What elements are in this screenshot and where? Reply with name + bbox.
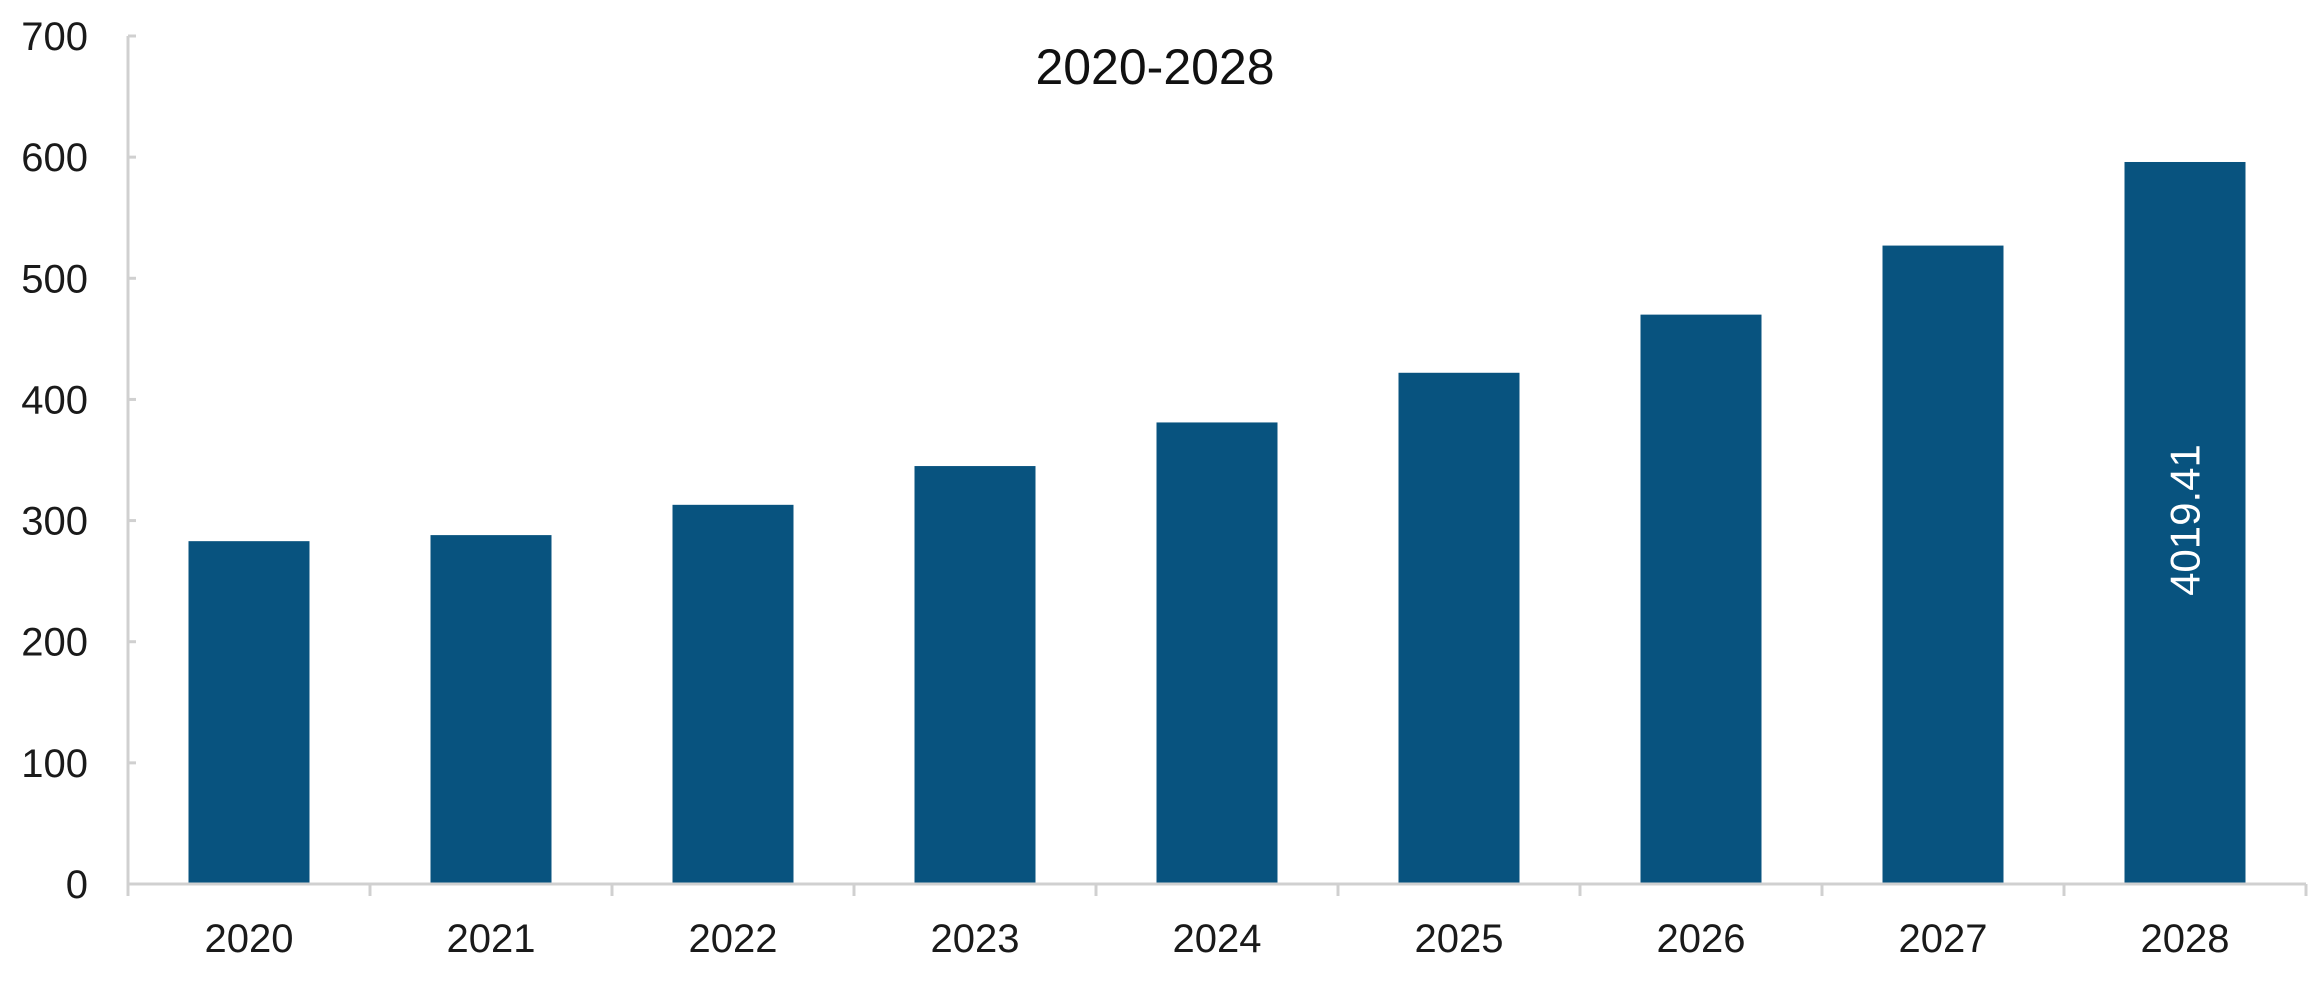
data-labels-layer: 4019.41 xyxy=(2162,444,2209,596)
y-tick-label: 300 xyxy=(21,500,88,544)
y-tick-label: 200 xyxy=(21,621,88,665)
chart-title: 2020-2028 xyxy=(1035,39,1274,95)
bar-2024 xyxy=(1156,422,1278,884)
bar-2027 xyxy=(1882,245,2004,884)
y-axis: 0 100 200 300 400 500 600 700 xyxy=(21,15,136,907)
bar-2026 xyxy=(1640,314,1762,885)
x-tick-label: 2022 xyxy=(689,917,778,961)
bar-2021 xyxy=(430,535,552,884)
y-tick-label: 0 xyxy=(66,863,88,907)
y-tick-label: 400 xyxy=(21,378,88,422)
x-axis: 2020 2021 2022 2023 2024 2025 2026 2027 2028 xyxy=(126,884,2308,961)
x-tick-label: 2020 xyxy=(205,917,294,961)
x-tick-label: 2023 xyxy=(931,917,1020,961)
x-tick-label: 2021 xyxy=(447,917,536,961)
x-tick-label: 2025 xyxy=(1415,917,1504,961)
y-tick-label: 600 xyxy=(21,136,88,180)
x-tick-label: 2026 xyxy=(1657,917,1746,961)
bar-2023 xyxy=(914,466,1036,884)
y-tick-label: 100 xyxy=(21,742,88,786)
x-tick-label: 2027 xyxy=(1899,917,1988,961)
data-label-2028: 4019.41 xyxy=(2162,444,2209,596)
bar-2022 xyxy=(672,504,794,884)
y-tick-label: 500 xyxy=(21,257,88,301)
y-tick-label: 700 xyxy=(21,15,88,59)
bars-layer xyxy=(188,161,2246,885)
bar-2028 xyxy=(2124,161,2246,884)
bar-2020 xyxy=(188,541,310,884)
x-tick-label: 2028 xyxy=(2141,917,2230,961)
bar-2025 xyxy=(1398,372,1520,884)
x-tick-label: 2024 xyxy=(1173,917,1262,961)
